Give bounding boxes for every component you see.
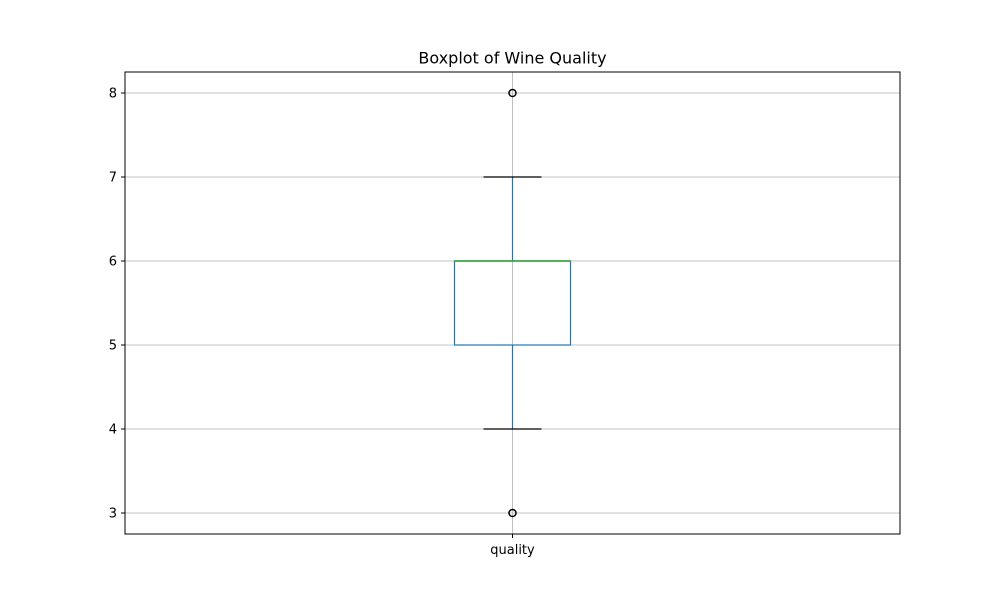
axis-ticks: 3 4 5 6 7 8 quality <box>109 87 535 559</box>
outlier-point <box>508 508 517 518</box>
y-tick-label: 6 <box>109 255 117 270</box>
y-tick-label: 4 <box>109 423 117 438</box>
chart-title: Boxplot of Wine Quality <box>418 49 606 68</box>
box-series <box>453 88 572 518</box>
x-tick-label: quality <box>490 543 535 558</box>
y-tick-label: 7 <box>109 171 117 186</box>
y-tick-label: 3 <box>109 507 117 522</box>
y-tick-label: 5 <box>109 339 117 354</box>
outlier-point <box>508 88 517 98</box>
y-tick-label: 8 <box>109 87 117 102</box>
